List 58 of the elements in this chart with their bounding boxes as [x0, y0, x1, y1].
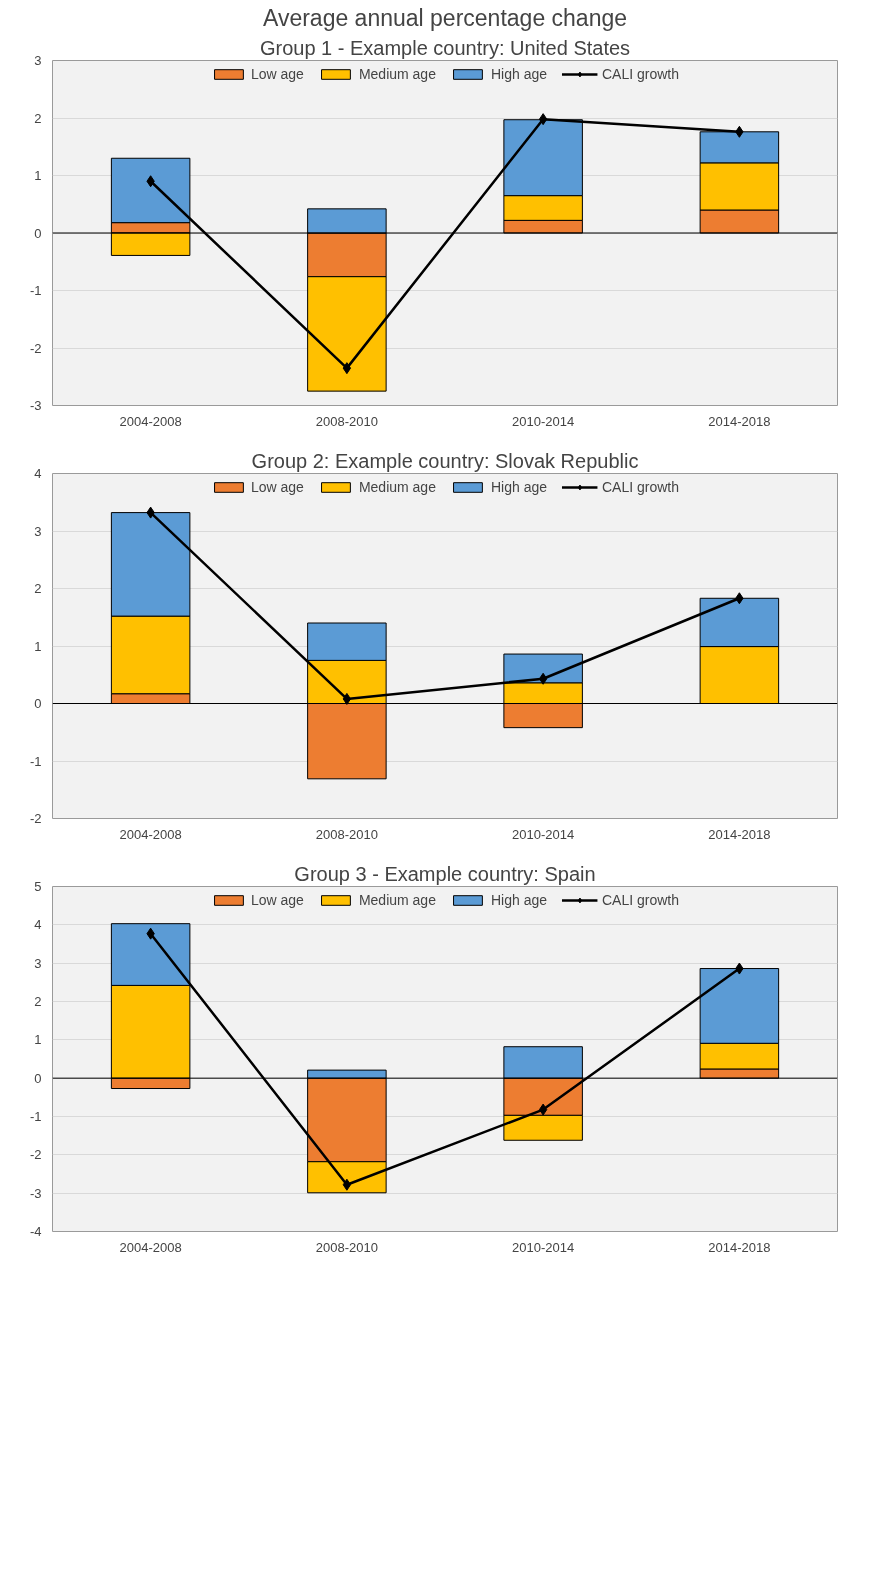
y-tick-label: 4	[34, 917, 42, 933]
chart-title: Group 2: Example country: Slovak Republic	[251, 449, 639, 472]
y-tick-label: 0	[34, 1070, 42, 1086]
point	[538, 1103, 548, 1116]
point	[342, 692, 352, 705]
legend-label: Low age	[250, 66, 304, 82]
x-tick-label: 2014-2018	[708, 1239, 771, 1255]
y-tick-label: 1	[34, 638, 42, 654]
x-tick-label: 2008-2010	[315, 1239, 378, 1255]
y-tick-label: 0	[34, 225, 42, 241]
x-tick-label: 2004-2008	[119, 826, 182, 842]
legend-label: High age	[490, 66, 547, 82]
x-tick-label: 2008-2010	[315, 826, 378, 842]
x-tick-label: 2008-2010	[315, 413, 378, 429]
point	[342, 362, 352, 375]
point	[342, 1178, 352, 1191]
y-tick-label: -3	[29, 1185, 42, 1201]
y-tick-label: 2	[34, 581, 42, 596]
legend-label: Low age	[250, 479, 304, 495]
y-tick-label: -2	[29, 340, 42, 356]
y-tick-label: -1	[29, 1109, 42, 1124]
legend-label: CALI growth	[601, 892, 680, 908]
y-tick-label: -3	[29, 398, 42, 413]
legend-label: Medium age	[358, 892, 436, 908]
chart-subtitle: Group 1 - Example country: United States	[259, 36, 631, 59]
y-tick-label: 3	[34, 955, 42, 971]
point	[538, 672, 548, 685]
y-tick-label: 2	[34, 994, 42, 1009]
x-tick-label: 2014-2018	[708, 413, 771, 429]
legend-label: Medium age	[358, 479, 436, 495]
y-tick-label: -2	[29, 1147, 42, 1163]
y-tick-label: -1	[29, 753, 42, 769]
y-tick-label: 1	[34, 168, 42, 183]
x-tick-label: 2004-2008	[119, 413, 182, 429]
x-tick-label: 2010-2014	[512, 1239, 575, 1255]
x-tick-label: 2010-2014	[512, 826, 575, 842]
point	[538, 113, 548, 126]
y-tick-label: 3	[34, 53, 42, 68]
chart-title: Average annual percentage change	[262, 4, 628, 31]
y-tick-label: 4	[34, 466, 42, 481]
legend-label: High age	[490, 892, 547, 908]
y-tick-label: 2	[34, 110, 42, 126]
legend-label: CALI growth	[601, 479, 680, 495]
legend-label: High age	[490, 479, 547, 495]
x-tick-label: 2014-2018	[708, 826, 771, 842]
y-tick-label: 0	[34, 696, 42, 711]
y-tick-label: 1	[34, 1032, 42, 1048]
x-tick-label: 2010-2014	[512, 413, 575, 429]
y-tick-label: 5	[34, 879, 42, 894]
legend-label: Low age	[250, 892, 304, 908]
legend-label: Medium age	[358, 66, 436, 82]
x-tick-label: 2004-2008	[119, 1239, 182, 1255]
y-tick-label: -4	[29, 1224, 42, 1239]
chart-title: Group 3 - Example country: Spain	[294, 862, 596, 885]
y-tick-label: -1	[29, 283, 42, 298]
y-tick-label: 3	[34, 523, 42, 539]
y-tick-label: -2	[29, 811, 42, 826]
legend-label: CALI growth	[601, 66, 680, 82]
